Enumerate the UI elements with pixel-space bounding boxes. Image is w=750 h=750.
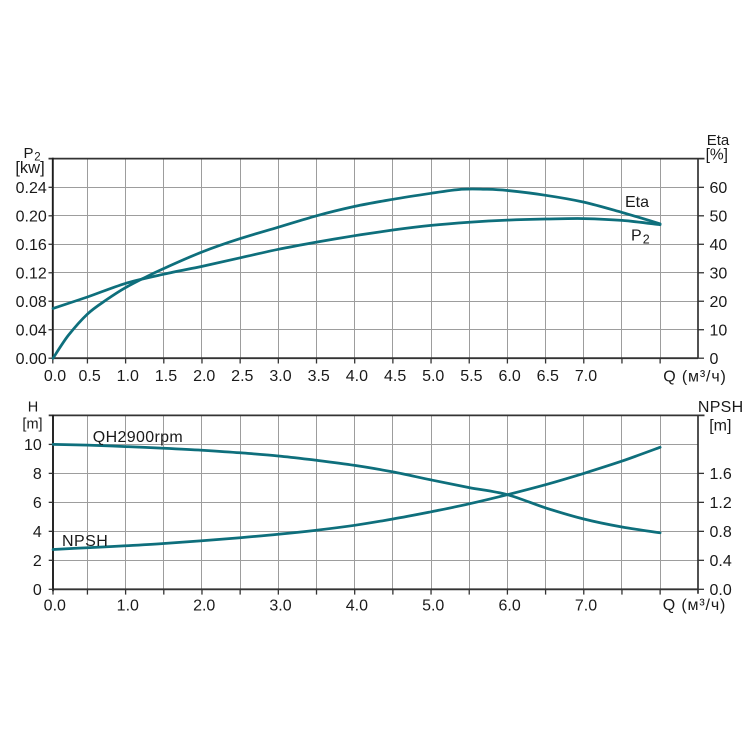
svg-text:50: 50 [710,209,728,226]
svg-text:0.0: 0.0 [44,368,66,385]
svg-text:6.0: 6.0 [498,598,520,615]
svg-text:Q (м³/ч): Q (м³/ч) [663,597,726,614]
svg-text:10: 10 [710,322,728,339]
svg-text:7.0: 7.0 [575,368,597,385]
svg-text:0.12: 0.12 [16,266,47,283]
svg-text:6.0: 6.0 [498,368,520,385]
svg-text:Eta: Eta [625,194,649,211]
svg-text:2.0: 2.0 [193,598,215,615]
svg-text:P: P [23,145,33,162]
svg-text:[m]: [m] [22,417,42,433]
svg-text:30: 30 [710,266,728,283]
svg-text:4.0: 4.0 [346,598,368,615]
svg-text:4: 4 [33,524,42,541]
svg-text:0: 0 [33,582,42,599]
svg-text:2.0: 2.0 [193,368,215,385]
svg-text:P: P [631,228,642,245]
svg-text:0.24: 0.24 [16,180,47,197]
svg-text:3.5: 3.5 [308,368,330,385]
svg-text:4.5: 4.5 [384,368,406,385]
svg-text:QH2900rpm: QH2900rpm [93,429,183,446]
svg-text:Eta: Eta [707,132,730,149]
svg-text:0.0: 0.0 [44,598,66,615]
svg-text:60: 60 [710,180,728,197]
svg-text:0.04: 0.04 [16,322,47,339]
svg-text:1.6: 1.6 [710,466,732,483]
svg-text:1.0: 1.0 [117,598,139,615]
svg-text:0: 0 [710,351,719,368]
svg-text:0.00: 0.00 [16,351,47,368]
svg-text:20: 20 [710,294,728,311]
svg-text:1.0: 1.0 [117,368,139,385]
svg-text:5.5: 5.5 [460,368,482,385]
svg-text:6.5: 6.5 [537,368,559,385]
svg-text:6: 6 [33,495,42,512]
svg-text:2: 2 [34,151,40,163]
svg-text:5.0: 5.0 [422,368,444,385]
svg-text:7.0: 7.0 [575,598,597,615]
svg-text:0.8: 0.8 [710,524,732,541]
svg-text:10: 10 [24,437,42,454]
svg-text:[%]: [%] [706,147,728,164]
svg-text:2.5: 2.5 [231,368,253,385]
svg-text:[m]: [m] [709,418,731,435]
svg-text:8: 8 [33,466,42,483]
svg-text:Q (м³/ч): Q (м³/ч) [663,368,726,385]
svg-text:NPSH: NPSH [62,533,108,550]
svg-text:3.0: 3.0 [269,368,291,385]
svg-text:[kw]: [kw] [15,159,44,177]
svg-text:1.5: 1.5 [155,368,177,385]
svg-text:0.5: 0.5 [78,368,100,385]
svg-text:0.0: 0.0 [710,582,732,599]
svg-text:2: 2 [33,553,42,570]
svg-text:0.16: 0.16 [16,237,47,254]
svg-text:1.2: 1.2 [710,495,732,512]
svg-text:4.0: 4.0 [346,368,368,385]
svg-text:40: 40 [710,237,728,254]
svg-text:0.08: 0.08 [16,294,47,311]
svg-text:H: H [28,399,38,415]
svg-text:5.0: 5.0 [422,598,444,615]
svg-text:2: 2 [643,232,650,246]
svg-text:NPSH: NPSH [698,399,744,416]
svg-text:0.4: 0.4 [710,553,732,570]
svg-text:3.0: 3.0 [269,598,291,615]
svg-text:0.20: 0.20 [16,209,47,226]
